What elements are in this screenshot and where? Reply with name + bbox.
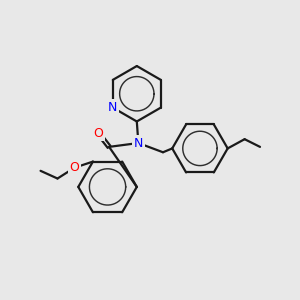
Text: O: O	[93, 127, 103, 140]
Text: N: N	[134, 136, 143, 149]
Text: O: O	[70, 161, 80, 174]
Text: N: N	[108, 101, 118, 114]
